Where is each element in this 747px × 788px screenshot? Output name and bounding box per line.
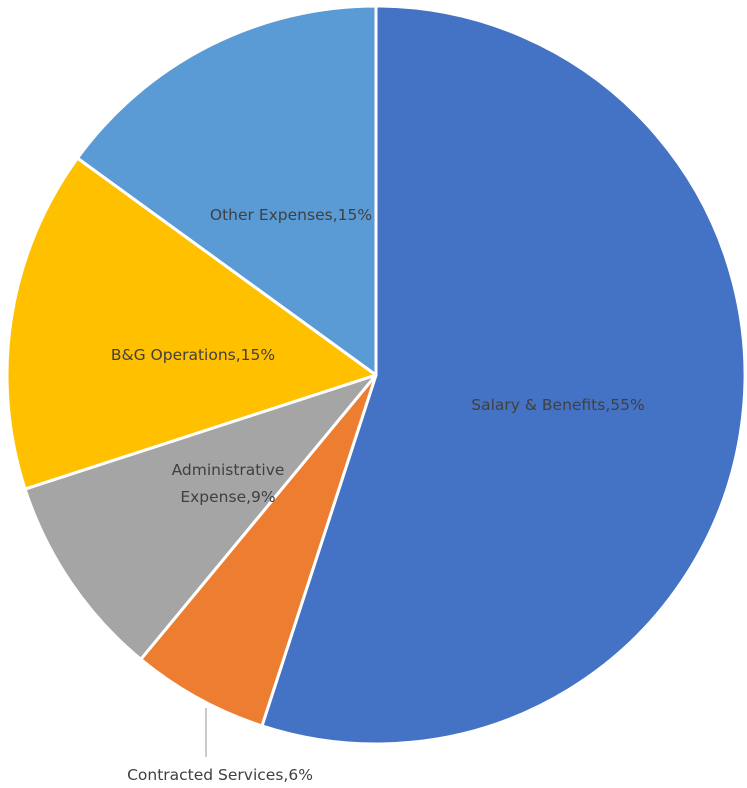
data-label-line-administrative-expense: Administrative	[172, 461, 285, 479]
data-label-line-administrative-expense: Expense,9%	[180, 488, 275, 506]
data-label-salary-benefits: Salary & Benefits,55%	[471, 396, 644, 414]
data-label-contracted-services: Contracted Services,6%	[127, 766, 313, 784]
data-label-other-expenses: Other Expenses,15%	[210, 206, 372, 224]
slices-layer	[7, 6, 745, 744]
data-label-b-g-operations: B&G Operations,15%	[111, 346, 275, 364]
